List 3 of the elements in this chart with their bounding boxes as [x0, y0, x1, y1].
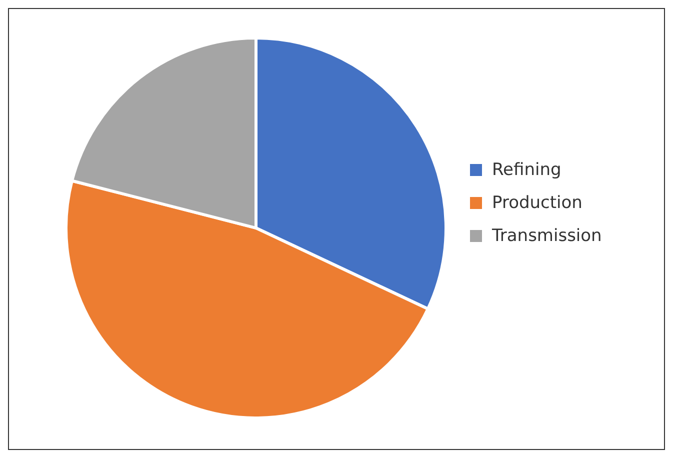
legend-label: Production — [492, 193, 582, 213]
legend-label: Refining — [492, 160, 562, 180]
legend-label: Transmission — [491, 226, 602, 246]
